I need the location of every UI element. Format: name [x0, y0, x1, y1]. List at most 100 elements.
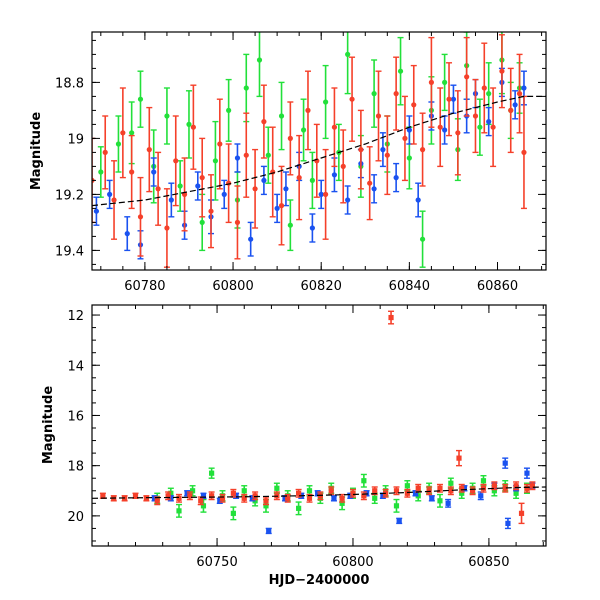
data-point — [367, 180, 373, 186]
data-point — [137, 214, 144, 220]
data-point — [339, 500, 345, 506]
data-point — [234, 219, 241, 225]
top-y-axis-label: Magnitude — [29, 112, 44, 191]
bottom-panel: 60750 60800 60850 12 14 16 18 20 — [67, 304, 547, 570]
data-point — [524, 470, 530, 476]
data-point — [464, 74, 470, 80]
bottom-x-axis-label: HJD−2400000 — [269, 573, 370, 588]
data-point — [309, 225, 315, 231]
data-point — [176, 508, 182, 514]
data-point — [404, 490, 410, 496]
data-point — [363, 490, 370, 496]
data-point — [209, 493, 215, 499]
data-point — [230, 510, 236, 516]
data-point — [208, 208, 214, 214]
data-point — [461, 485, 468, 491]
data-point — [300, 127, 307, 133]
data-point — [217, 498, 223, 504]
data-point — [481, 85, 487, 91]
data-point — [189, 488, 196, 494]
data-point — [274, 205, 280, 211]
data-point — [200, 493, 207, 499]
data-point — [243, 85, 249, 91]
data-point — [155, 186, 161, 192]
data-point — [445, 500, 451, 506]
data-point — [393, 503, 400, 509]
data-point — [486, 119, 492, 125]
data-point — [331, 495, 337, 501]
data-point — [508, 107, 514, 113]
data-point — [111, 197, 117, 203]
data-point — [361, 493, 367, 499]
data-point — [529, 483, 536, 489]
top-panel: 60780 60800 60820 60840 60860 18.8 19 19.2 19.4 — [55, 31, 547, 294]
data-point — [184, 490, 190, 496]
data-point — [146, 147, 152, 153]
data-point — [100, 493, 106, 499]
y-tick-label: 19.2 — [55, 188, 84, 203]
data-point — [478, 493, 484, 499]
data-point — [415, 197, 421, 203]
data-point — [306, 495, 313, 501]
data-point — [350, 490, 356, 496]
data-point — [265, 152, 271, 158]
data-point — [340, 163, 346, 169]
data-point — [252, 493, 258, 499]
data-point — [491, 488, 497, 494]
data-point — [521, 149, 527, 155]
data-point — [345, 51, 351, 58]
data-point — [349, 96, 355, 102]
data-point — [176, 495, 182, 501]
data-point — [186, 121, 192, 127]
data-point — [124, 231, 130, 237]
data-point — [287, 222, 293, 228]
data-point — [129, 130, 135, 136]
data-point — [415, 485, 421, 491]
series-1 — [93, 67, 527, 260]
data-point — [480, 485, 487, 491]
y-tick-label: 18 — [67, 460, 84, 475]
data-point — [168, 495, 174, 501]
data-point — [243, 152, 249, 158]
data-point — [285, 495, 291, 501]
data-point — [102, 149, 108, 155]
data-point — [491, 483, 497, 489]
trend-line — [92, 95, 546, 207]
data-point — [177, 183, 183, 189]
data-point — [406, 127, 412, 133]
data-point — [393, 91, 399, 97]
data-point — [296, 175, 302, 181]
data-point — [318, 191, 324, 197]
data-point — [456, 455, 462, 461]
data-point — [339, 495, 345, 501]
data-point — [448, 480, 454, 486]
data-point — [437, 124, 443, 130]
data-point — [212, 158, 219, 164]
plot-area — [92, 32, 546, 268]
data-point — [137, 96, 144, 102]
data-point — [486, 91, 492, 97]
data-point — [345, 197, 351, 203]
data-point — [199, 219, 205, 225]
data-point — [263, 498, 269, 504]
x-tick-label: 60860 — [477, 279, 518, 294]
data-point — [513, 490, 519, 496]
data-point — [287, 135, 293, 141]
data-point — [512, 102, 518, 108]
data-point — [372, 488, 378, 494]
data-point — [380, 147, 386, 153]
data-point — [419, 147, 426, 153]
data-point — [187, 493, 193, 499]
data-point — [143, 495, 149, 501]
data-point — [198, 498, 204, 504]
data-point — [472, 113, 479, 119]
data-point — [358, 147, 364, 153]
data-point — [230, 490, 236, 496]
data-point — [406, 155, 412, 161]
data-point — [372, 495, 378, 501]
data-point — [518, 510, 525, 516]
data-point — [323, 99, 329, 105]
axes-frame — [91, 31, 547, 271]
data-point — [283, 186, 289, 192]
data-point — [429, 495, 435, 501]
